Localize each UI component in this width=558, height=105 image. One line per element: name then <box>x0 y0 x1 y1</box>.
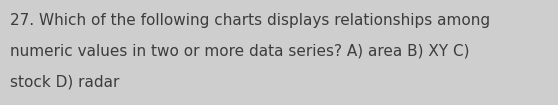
Text: stock D) radar: stock D) radar <box>10 75 119 90</box>
Text: 27. Which of the following charts displays relationships among: 27. Which of the following charts displa… <box>10 13 490 28</box>
Text: numeric values in two or more data series? A) area B) XY C): numeric values in two or more data serie… <box>10 44 469 59</box>
